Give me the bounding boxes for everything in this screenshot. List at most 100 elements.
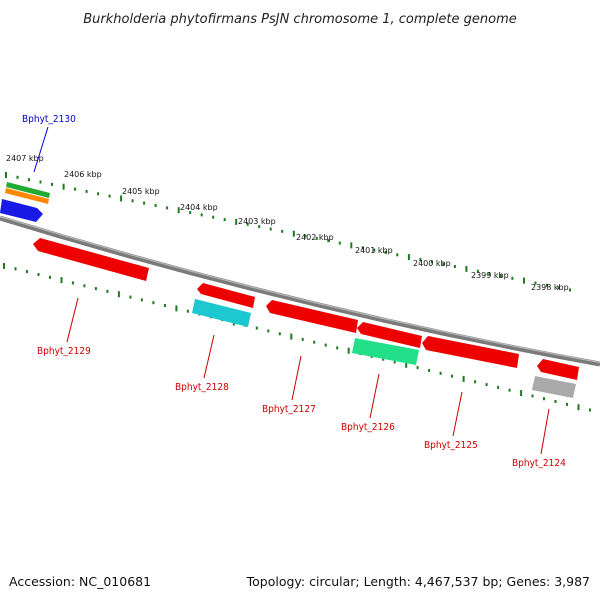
minor-tick <box>108 194 111 198</box>
rna-feature-cyan[interactable] <box>192 299 251 327</box>
rna-feature-mint[interactable] <box>352 338 419 365</box>
minor-tick <box>163 304 166 307</box>
major-tick <box>523 277 525 284</box>
gene-arrow-bphyt-2125[interactable] <box>422 336 519 368</box>
minor-tick <box>373 248 376 252</box>
kbp-label: 2404 kbp <box>180 203 218 212</box>
minor-tick <box>152 301 155 305</box>
major-tick <box>520 390 523 397</box>
minor-tick <box>49 275 51 279</box>
gene-arrow-bphyt-2128[interactable] <box>197 283 255 308</box>
minor-tick <box>569 288 571 292</box>
minor-tick <box>315 236 318 240</box>
major-tick <box>175 305 178 312</box>
kbp-label: 2406 kbp <box>64 170 102 179</box>
minor-tick <box>16 175 19 179</box>
kbp-label: 2400 kbp <box>413 259 451 268</box>
minor-tick <box>338 241 341 245</box>
minor-tick <box>589 408 591 412</box>
kbp-label: 2402 kbp <box>296 233 334 242</box>
minor-tick <box>255 326 258 330</box>
major-tick <box>347 347 350 354</box>
minor-tick <box>416 366 419 370</box>
minor-tick <box>324 343 327 347</box>
rna-feature-grey[interactable] <box>532 376 576 398</box>
minor-tick <box>430 260 433 264</box>
gene-label-bphyt-2125[interactable]: Bphyt_2125 <box>424 440 478 451</box>
gene-label-bphyt-2128[interactable]: Bphyt_2128 <box>175 382 229 393</box>
minor-tick <box>26 270 28 274</box>
kbp-label: 2398 kbp <box>531 283 569 292</box>
minor-tick <box>557 286 560 290</box>
kbp-label: 2403 kbp <box>238 217 276 226</box>
map-title: Burkholderia phytofirmans PsJN chromosom… <box>83 12 517 27</box>
minor-tick <box>304 234 307 238</box>
minor-tick <box>74 187 77 191</box>
minor-tick <box>474 380 477 384</box>
rna-feature-green[interactable] <box>6 182 50 198</box>
minor-tick <box>488 272 491 276</box>
minor-tick <box>554 400 557 403</box>
minor-tick <box>106 289 109 293</box>
leader-bphyt-2124 <box>540 408 550 455</box>
inner-tick-row <box>3 263 591 412</box>
minor-tick <box>327 239 330 243</box>
rna-feature-orange[interactable] <box>5 188 49 204</box>
minor-tick <box>97 192 100 196</box>
major-tick <box>462 375 465 382</box>
minor-tick <box>223 218 226 222</box>
major-tick <box>350 242 353 249</box>
backbone-highlight <box>0 215 600 364</box>
minor-tick <box>39 180 42 184</box>
minor-tick <box>269 227 272 231</box>
minor-tick <box>543 397 545 401</box>
minor-tick <box>396 253 399 257</box>
minor-tick <box>453 265 456 268</box>
leader-bphyt-2127 <box>291 355 302 401</box>
minor-tick <box>531 394 534 398</box>
genome-summary-text: Topology: circular; Length: 4,467,537 bp… <box>246 574 590 589</box>
minor-tick <box>393 360 396 364</box>
minor-tick <box>14 267 17 271</box>
gene-label-bphyt-2126[interactable]: Bphyt_2126 <box>341 422 395 433</box>
gene-label-bphyt-2127[interactable]: Bphyt_2127 <box>262 404 316 415</box>
leader-bphyt-2128 <box>203 334 215 379</box>
minor-tick <box>212 215 215 219</box>
minor-tick <box>267 329 270 333</box>
gene-arrow-bphyt-2127[interactable] <box>266 300 358 333</box>
gene-label-bphyt-2130[interactable]: Bphyt_2130 <box>22 114 76 125</box>
major-tick <box>407 254 410 261</box>
leader-bphyt-2125 <box>452 391 463 437</box>
minor-tick <box>442 262 445 266</box>
leader-bphyt-2126 <box>369 373 380 419</box>
minor-tick <box>566 402 568 406</box>
major-tick <box>235 218 238 225</box>
major-tick <box>292 230 295 237</box>
gene-arrow-bphyt-2129[interactable] <box>33 238 149 281</box>
minor-tick <box>476 269 479 273</box>
leader-bphyt-2130 <box>33 126 49 173</box>
minor-tick <box>83 284 86 288</box>
gene-arrow-bphyt-2130[interactable] <box>0 199 43 222</box>
major-tick <box>117 291 120 298</box>
leader-bphyt-2129 <box>66 297 79 343</box>
minor-tick <box>278 332 281 336</box>
minor-tick <box>51 182 53 186</box>
minor-tick <box>534 281 537 285</box>
kbp-label: 2401 kbp <box>355 246 393 255</box>
label-leaders <box>33 126 550 455</box>
major-tick <box>5 172 7 178</box>
minor-tick <box>189 211 192 215</box>
minor-tick <box>439 371 442 375</box>
gene-arrow-bphyt-2124[interactable] <box>537 359 579 380</box>
kbp-labels: 2407 kbp 2406 kbp 2405 kbp 2404 kbp 2403… <box>6 154 569 292</box>
gene-label-bphyt-2129[interactable]: Bphyt_2129 <box>37 346 91 357</box>
minor-tick <box>313 340 316 344</box>
gene-label-bphyt-2124[interactable]: Bphyt_2124 <box>512 458 566 469</box>
minor-tick <box>94 287 97 291</box>
minor-tick <box>143 201 146 205</box>
major-tick <box>405 361 408 368</box>
minor-tick <box>28 178 30 182</box>
major-tick <box>290 333 293 340</box>
gene-arrow-bphyt-2126[interactable] <box>357 322 422 348</box>
